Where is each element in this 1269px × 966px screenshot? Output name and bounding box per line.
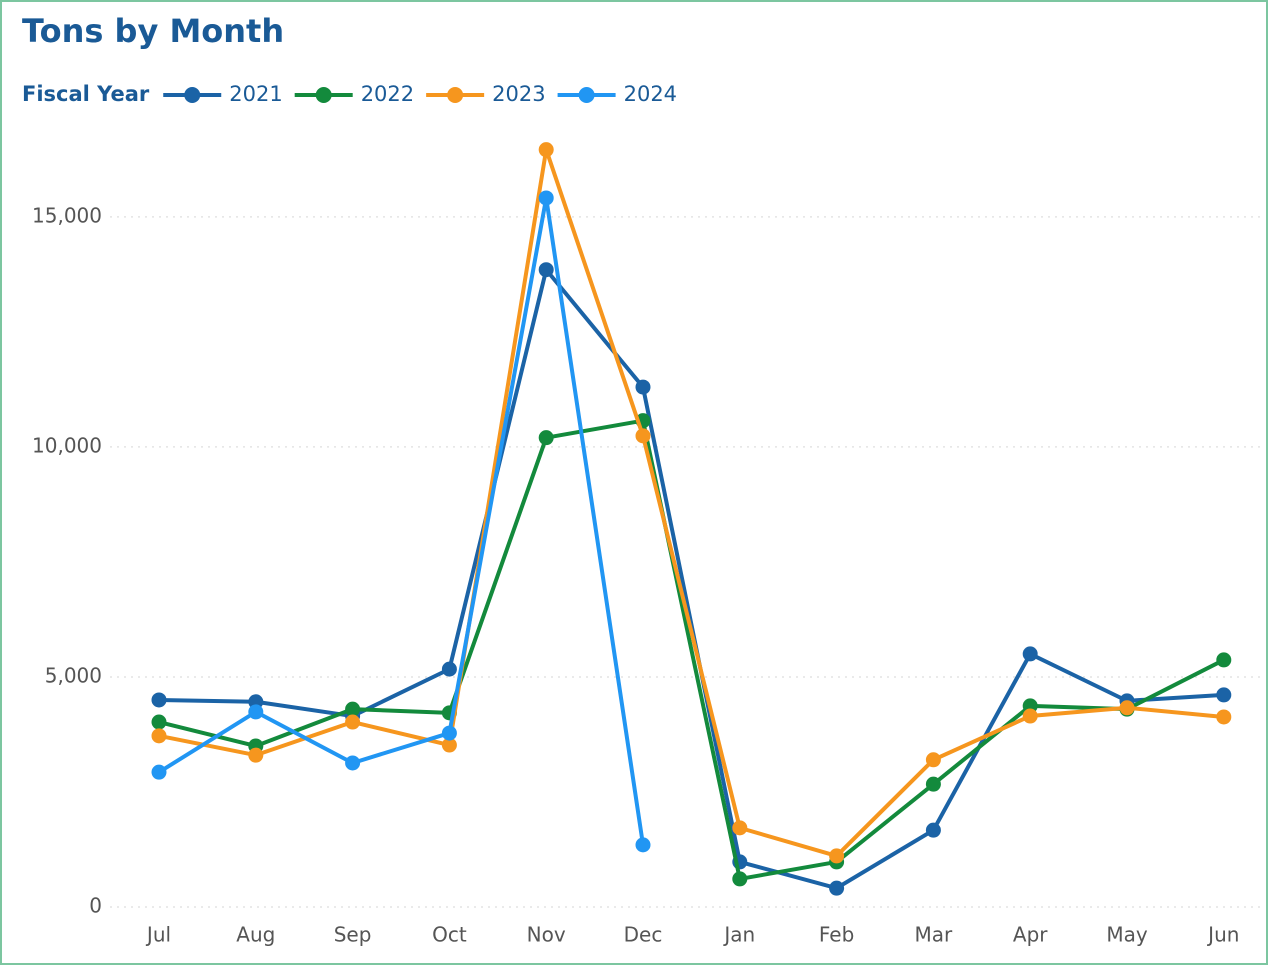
point xyxy=(538,190,554,206)
point xyxy=(925,822,941,838)
legend-label: 2024 xyxy=(624,82,677,106)
point xyxy=(1216,687,1232,703)
point xyxy=(732,820,748,836)
point xyxy=(248,747,264,763)
x-tick-label: Nov xyxy=(527,923,566,947)
x-tick-label: Apr xyxy=(1013,923,1048,947)
x-tick-label: Dec xyxy=(624,923,663,947)
x-tick-label: Oct xyxy=(432,923,467,947)
point xyxy=(732,871,748,887)
point xyxy=(538,430,554,446)
chart-title: Tons by Month xyxy=(22,12,284,50)
point xyxy=(1216,709,1232,725)
x-tick-label: Mar xyxy=(915,923,954,947)
point xyxy=(925,776,941,792)
point xyxy=(635,837,651,853)
point xyxy=(538,142,554,158)
point xyxy=(151,728,167,744)
point xyxy=(538,262,554,278)
legend-marker xyxy=(447,87,464,103)
legend-label: 2022 xyxy=(361,82,414,106)
point xyxy=(151,764,167,780)
point xyxy=(1216,652,1232,668)
point xyxy=(1022,708,1038,724)
point xyxy=(829,848,845,864)
point xyxy=(925,752,941,768)
point xyxy=(345,701,361,717)
y-tick-label: 15,000 xyxy=(32,203,102,227)
series-line xyxy=(158,147,1224,858)
x-tick-label: Aug xyxy=(236,923,275,947)
series-line xyxy=(158,418,1225,881)
x-tick-label: Sep xyxy=(334,923,372,947)
x-tick-label: Jan xyxy=(722,923,755,947)
point xyxy=(345,755,361,771)
legend-label: 2023 xyxy=(492,82,545,106)
point xyxy=(1022,646,1038,662)
point xyxy=(635,428,651,444)
y-tick-label: 5,000 xyxy=(45,663,102,687)
point xyxy=(1119,700,1135,716)
point xyxy=(248,704,264,720)
point xyxy=(151,714,167,730)
legend-marker xyxy=(184,87,201,103)
legend-marker xyxy=(578,87,595,103)
legend-title: Fiscal Year xyxy=(22,82,150,106)
y-tick-label: 0 xyxy=(89,894,102,918)
point xyxy=(635,379,651,395)
legend-marker xyxy=(315,87,332,103)
point xyxy=(345,714,361,730)
x-tick-label: May xyxy=(1106,923,1148,947)
point xyxy=(441,737,457,753)
point xyxy=(441,661,457,677)
y-tick-label: 10,000 xyxy=(32,433,102,457)
point xyxy=(829,880,845,896)
x-tick-label: Feb xyxy=(819,923,854,947)
point xyxy=(441,725,457,741)
point xyxy=(151,692,167,708)
legend-label: 2021 xyxy=(229,82,282,106)
series-line xyxy=(157,195,645,846)
x-tick-label: Jul xyxy=(145,923,171,947)
x-tick-label: Jun xyxy=(1206,923,1239,947)
